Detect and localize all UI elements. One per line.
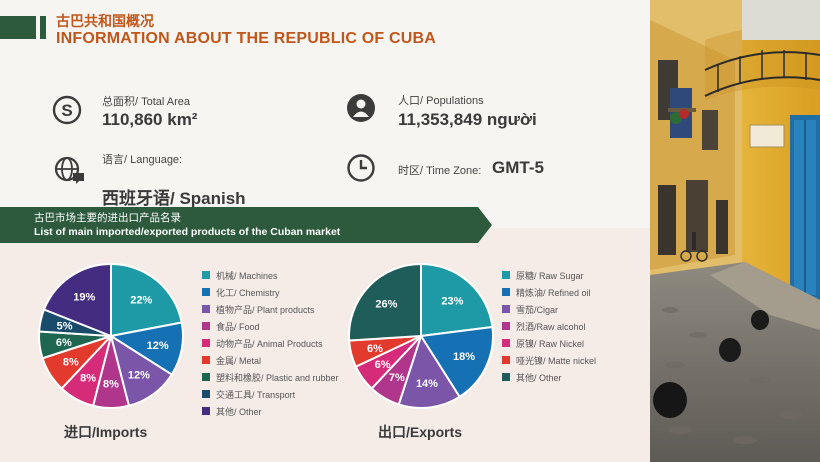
imports-slice-label-1: 12% [147,340,169,352]
section-banner [0,207,492,243]
imports-legend-item: 动物产品/ Animal Products [202,336,323,350]
exports-slice-label-2: 14% [416,378,438,390]
imports-legend-swatch [202,356,210,364]
exports-legend-item: 原镍/ Raw Nickel [502,336,584,350]
population-value: 11,353,849 người [398,110,537,129]
imports-legend-item: 化工/ Chemistry [202,285,280,299]
exports-legend-swatch [502,305,510,313]
area-value: 110,860 km² [102,110,198,129]
timezone-value: GMT-5 [492,158,544,177]
exports-slice-label-5: 6% [367,343,383,355]
imports-slice-label-0: 22% [130,294,152,306]
banner-title-en: List of main imported/exported products … [34,226,341,238]
imports-slice-label-6: 6% [56,337,72,349]
havana-street-photo [650,0,820,462]
imports-legend-label: 植物产品/ Plant products [216,304,315,315]
clock-icon [347,154,375,182]
imports-slice-label-2: 12% [128,369,150,381]
imports-slice-label-5: 8% [63,356,79,368]
svg-text:S: S [61,101,72,120]
imports-legend-swatch [202,288,210,296]
exports-legend-swatch [502,322,510,330]
imports-legend-label: 机械/ Machines [216,270,278,281]
imports-legend: 机械/ Machines 化工/ Chemistry 植物产品/ Plant pro… [202,268,352,418]
exports-legend-item: 哑光镍/ Matte nickel [502,353,596,367]
imports-legend-label: 金属/ Metal [216,355,262,366]
imports-slice-label-7: 5% [57,321,73,333]
exports-legend-item: 精炼油/ Refined oil [502,285,591,299]
imports-legend-item: 金属/ Metal [202,353,261,367]
imports-legend-swatch [202,339,210,347]
population-label: 人口/ Populations [398,95,484,107]
imports-legend-label: 动物产品/ Animal Products [216,338,323,349]
exports-legend-label: 其他/ Other [516,372,562,383]
exports-title: 出口/Exports [378,424,463,440]
imports-legend-label: 交通工具/ Transport [216,389,296,400]
imports-pie-chart: 22%12%12%8%8%8%6%5%19% [38,262,184,409]
exports-slice-label-4: 6% [375,359,391,371]
exports-slice-label-6: 26% [375,298,397,310]
imports-legend-swatch [202,305,210,313]
imports-title: 进口/Imports [64,424,148,440]
imports-legend-swatch [202,271,210,279]
title-marker [0,16,36,39]
currency-icon: S [52,95,82,125]
imports-slice-label-3: 8% [103,379,119,391]
exports-legend-swatch [502,356,510,364]
exports-legend-label: 烈酒/Raw alcohol [516,321,586,332]
imports-legend-swatch [202,322,210,330]
exports-slice-6 [348,262,422,342]
page-title-cn: 古巴共和国概况 [56,13,154,29]
imports-legend-swatch [202,407,210,415]
exports-legend: 原糖/ Raw Sugar 精炼油/ Refined oil 雪茄/Cigar 烈酒/… [502,268,642,383]
imports-legend-swatch [202,390,210,398]
person-icon [347,94,375,122]
exports-legend-label: 精炼油/ Refined oil [516,287,591,298]
imports-legend-item: 植物产品/ Plant products [202,302,315,316]
imports-legend-item: 食品/ Food [202,319,260,333]
language-value: 西班牙语/ Spanish [102,189,246,208]
exports-legend-swatch [502,373,510,381]
exports-legend-item: 烈酒/Raw alcohol [502,319,586,333]
banner-title-cn: 古巴市场主要的进出口产品名录 [34,212,181,224]
exports-legend-swatch [502,288,510,296]
exports-legend-item: 原糖/ Raw Sugar [502,268,584,282]
imports-legend-label: 塑料和橡胶/ Plastic and rubber [216,372,339,383]
exports-slice-1 [419,325,494,399]
exports-legend-label: 原糖/ Raw Sugar [516,270,584,281]
imports-legend-item: 其他/ Other [202,404,262,418]
imports-slice-0 [110,262,183,338]
globe-chat-icon [54,156,84,184]
imports-legend-item: 塑料和橡胶/ Plastic and rubber [202,370,339,384]
timezone-label: 时区/ Time Zone: [398,165,482,177]
imports-legend-label: 食品/ Food [216,321,260,332]
exports-legend-swatch [502,339,510,347]
imports-slice-label-4: 8% [80,373,96,385]
imports-slice-8 [42,262,112,338]
imports-legend-item: 机械/ Machines [202,268,278,282]
exports-slice-label-0: 23% [441,295,463,307]
page-title-en: INFORMATION ABOUT THE REPUBLIC OF CUBA [56,30,437,47]
imports-legend-swatch [202,373,210,381]
title-marker-bar [40,16,46,39]
exports-pie-chart: 23%18%14%7%6%6%26% [348,262,494,409]
exports-legend-label: 雪茄/Cigar [516,304,559,315]
top-section [0,0,650,228]
exports-legend-label: 原镍/ Raw Nickel [516,338,585,349]
area-label: 总面积/ Total Area [102,96,191,108]
language-label: 语言/ Language: [102,154,183,166]
exports-legend-swatch [502,271,510,279]
exports-slice-label-3: 7% [389,372,405,384]
exports-legend-item: 雪茄/Cigar [502,302,558,316]
exports-legend-label: 哑光镍/ Matte nickel [516,355,597,366]
exports-slice-label-1: 18% [453,351,475,363]
imports-legend-item: 交通工具/ Transport [202,387,295,401]
imports-legend-label: 其他/ Other [216,406,262,417]
imports-legend-label: 化工/ Chemistry [216,287,280,298]
exports-slice-0 [420,262,494,338]
exports-legend-item: 其他/ Other [502,370,562,384]
imports-slice-label-8: 19% [73,292,95,304]
exports-slice-2 [397,333,461,409]
